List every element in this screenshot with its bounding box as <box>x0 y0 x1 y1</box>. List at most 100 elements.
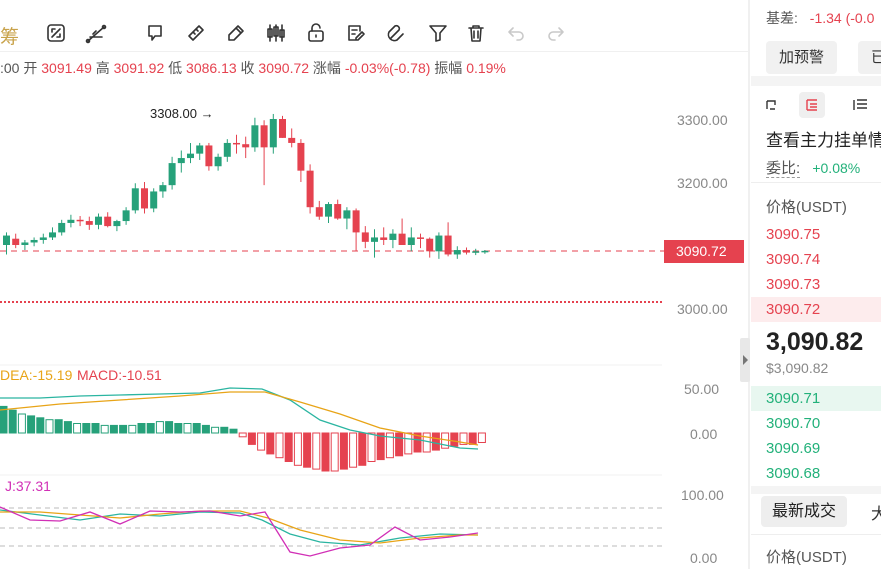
ask-row[interactable]: 3090.74 <box>766 251 821 268</box>
chart-area[interactable]: 筹 <box>0 0 748 569</box>
macd-histogram-bar <box>376 432 385 461</box>
macd-histogram-bar <box>385 432 394 459</box>
macd-histogram-bar <box>192 423 201 434</box>
bid-row[interactable]: 3090.70 <box>766 415 821 432</box>
orderbook-list-icon[interactable] <box>799 92 825 118</box>
ask-row[interactable]: 3090.73 <box>766 276 821 293</box>
last-price-usd: $3,090.82 <box>766 360 829 376</box>
candle-body <box>85 221 93 225</box>
macd-histogram-bar <box>8 409 17 434</box>
large-trades-tab[interactable]: 大 <box>871 506 881 523</box>
ohlc-time: :00 <box>0 60 20 76</box>
macd-histogram-bar <box>100 424 109 434</box>
ohlc-low-label: 低 <box>168 60 183 76</box>
macd-dea-label: DEA:-15.19 <box>0 367 73 383</box>
candle-body <box>444 235 452 255</box>
section-separator <box>751 486 881 494</box>
latest-trades-tab[interactable]: 最新成交 <box>761 496 848 527</box>
macd-value-label: MACD:-10.51 <box>77 367 162 383</box>
last-price: 3,090.82 <box>766 328 864 356</box>
macd-histogram-bar <box>27 415 36 434</box>
macd-histogram-bar <box>404 432 413 455</box>
macd-histogram-bar <box>321 432 330 472</box>
candle-body <box>251 125 259 148</box>
macd-histogram-bar <box>339 432 348 470</box>
trash-icon[interactable] <box>465 22 487 44</box>
candle-body <box>334 204 342 219</box>
macd-histogram-bar <box>220 426 229 434</box>
candle-body <box>214 156 222 167</box>
ruler-icon[interactable] <box>185 22 207 44</box>
ohlc-change: -0.03%(-0.78) <box>344 60 431 76</box>
brush-icon[interactable] <box>225 22 247 44</box>
candle-body <box>315 207 323 217</box>
macd-histogram-bar <box>146 423 155 434</box>
weibi-value: +0.08% <box>812 160 861 176</box>
divider-line <box>751 534 881 535</box>
candlestick-chart[interactable]: 3308.00 → <box>0 0 748 569</box>
ask-row[interactable]: 3090.75 <box>766 226 821 243</box>
both-sides-view-icon[interactable] <box>761 92 787 118</box>
y-label-3200: 3200.00 <box>677 175 728 191</box>
callout-icon[interactable] <box>145 22 167 44</box>
macd-histogram-bar <box>45 419 54 434</box>
price-column-header: 价格(USDT) <box>766 199 847 216</box>
macd-histogram-bar <box>82 423 91 434</box>
candle-body <box>288 137 296 143</box>
candle-body <box>472 251 480 253</box>
alert-list-button[interactable]: 已 <box>858 41 881 74</box>
macd-histogram-bar <box>349 432 358 468</box>
candle-body <box>131 188 139 211</box>
add-alert-button[interactable]: 加预警 <box>766 41 838 74</box>
macd-histogram-bar <box>63 421 72 434</box>
orderbook-title[interactable]: 查看主力挂单情 <box>766 131 881 150</box>
candle-body <box>49 232 56 238</box>
ohlc-high: 3091.92 <box>113 60 165 76</box>
candle-body <box>380 237 388 240</box>
macd-histogram-bar <box>275 432 284 459</box>
kdj-j-label: J:37.31 <box>5 478 51 494</box>
candle-body <box>407 237 415 245</box>
section-separator <box>751 76 881 86</box>
depth-view-icon[interactable] <box>847 92 873 118</box>
macd-histogram-bar <box>128 424 137 434</box>
kdj-k-line <box>0 509 479 546</box>
macd-y-50: 50.00 <box>684 381 720 397</box>
candle-body <box>233 142 240 145</box>
redo-icon[interactable] <box>545 22 567 44</box>
candle-body <box>306 170 314 208</box>
edit-icon[interactable] <box>345 22 367 44</box>
macd-histogram-bar <box>0 405 8 434</box>
auto-scale-icon[interactable] <box>45 22 67 44</box>
undo-icon[interactable] <box>505 22 527 44</box>
candle-body <box>104 216 112 227</box>
side-panel: 基差: -1.34 (-0.0 加预警 已 查看主力挂单情 委比: +0.08%… <box>751 0 881 569</box>
candle-body <box>398 233 406 245</box>
bid-row[interactable]: 3090.71 <box>751 386 881 411</box>
toolbar-left-chip[interactable]: 筹 <box>0 27 20 48</box>
macd-histogram-bar <box>17 413 26 434</box>
ohlc-amp: 0.19% <box>466 60 506 76</box>
macd-histogram-bar <box>303 432 312 468</box>
candle-body <box>269 119 277 148</box>
max-marker: 3308.00 → <box>150 106 214 121</box>
lock-icon[interactable] <box>305 22 327 44</box>
macd-histogram-bar <box>247 432 256 445</box>
candle-body <box>242 144 250 148</box>
weibi-row: 委比: +0.08% <box>766 157 860 178</box>
trendline-icon[interactable] <box>85 22 107 44</box>
bid-row[interactable]: 3090.68 <box>766 465 821 482</box>
macd-histogram-bar <box>174 423 183 434</box>
pattern-icon[interactable] <box>265 22 287 44</box>
trades-price-header: 价格(USDT) <box>766 549 847 566</box>
candle-body <box>3 235 10 245</box>
macd-histogram-bar <box>395 432 404 457</box>
filter-icon[interactable] <box>427 22 449 44</box>
macd-histogram-bar <box>293 432 302 466</box>
collapse-panel-handle[interactable] <box>740 338 750 382</box>
ohlc-low: 3086.13 <box>186 60 237 76</box>
ask-row[interactable]: 3090.72 <box>751 297 881 322</box>
bid-row[interactable]: 3090.69 <box>766 440 821 457</box>
candle-body <box>361 232 369 242</box>
magnet-icon[interactable] <box>385 22 407 44</box>
